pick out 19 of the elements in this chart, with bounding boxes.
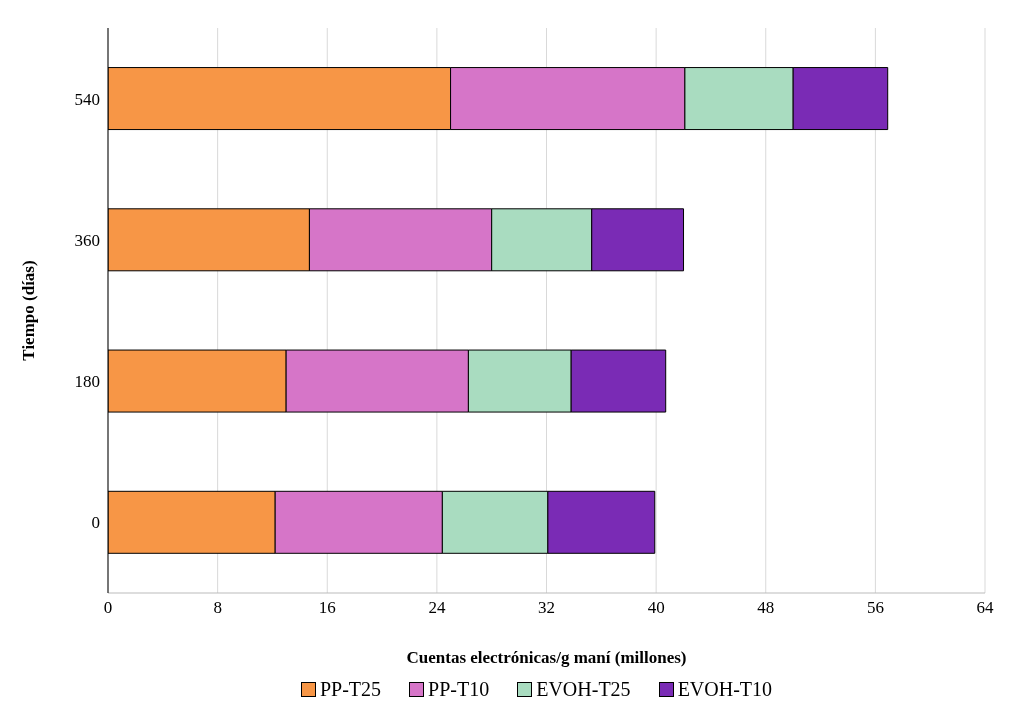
y-tick-label: 0 xyxy=(91,513,100,533)
y-tick-label: 180 xyxy=(74,372,100,392)
y-axis-title: Tiempo (días) xyxy=(19,260,39,361)
legend-label: PP-T25 xyxy=(319,678,382,701)
x-tick-label: 16 xyxy=(318,598,336,618)
x-tick-label: 32 xyxy=(538,598,555,618)
x-tick-label: 0 xyxy=(103,598,113,618)
x-tick-label: 48 xyxy=(757,598,775,618)
x-tick-label: 40 xyxy=(647,598,665,618)
x-tick-label: 64 xyxy=(976,598,994,618)
y-tick-label: 540 xyxy=(74,89,100,109)
x-tick-label: 8 xyxy=(213,598,222,618)
legend-label: EVOH-T10 xyxy=(677,678,773,701)
y-tick-label: 360 xyxy=(74,230,100,250)
x-tick-label: 24 xyxy=(428,598,446,618)
x-tick-label: 56 xyxy=(866,598,884,618)
x-axis-title: Cuentas electrónicas/g maní (millones) xyxy=(406,648,687,667)
legend-label: EVOH-T25 xyxy=(536,678,631,701)
legend-label: PP-T10 xyxy=(428,678,490,701)
